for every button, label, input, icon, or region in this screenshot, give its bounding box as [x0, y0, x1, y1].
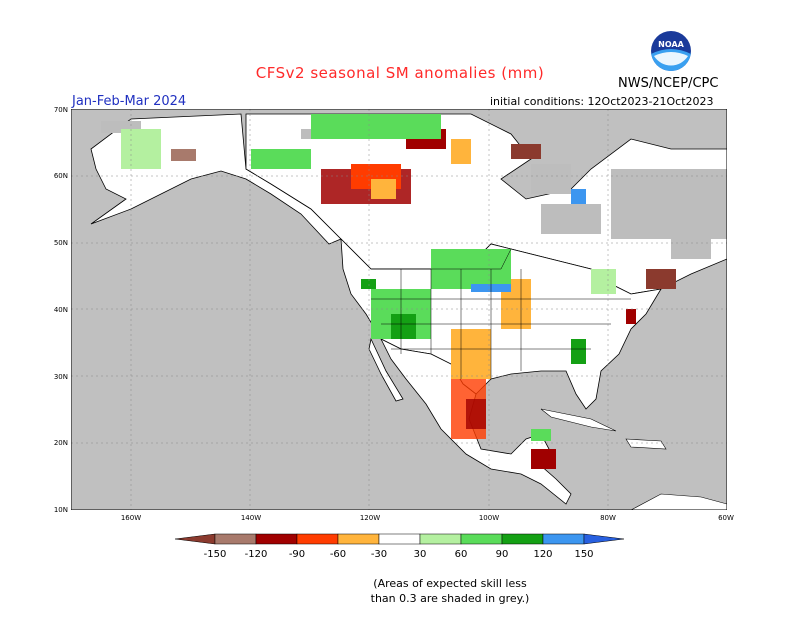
legend-label: -60 — [330, 549, 346, 560]
legend-bar — [174, 533, 625, 545]
border-lines — [371, 248, 631, 379]
legend-swatch — [542, 533, 585, 545]
noaa-logo: NOAA — [650, 30, 692, 72]
lat-label: 10N — [53, 506, 68, 514]
legend-swatch — [378, 533, 421, 545]
lon-label: 100W — [478, 514, 500, 522]
legend-swatch — [419, 533, 462, 545]
lat-label: 70N — [53, 106, 68, 114]
legend-label: -120 — [245, 549, 268, 560]
legend-swatch — [255, 533, 298, 545]
legend-arrow-left — [174, 533, 216, 545]
anomaly-map — [71, 109, 727, 510]
legend-label: 30 — [414, 549, 427, 560]
lat-label: 50N — [53, 239, 68, 247]
skill-note: (Areas of expected skill less than 0.3 a… — [300, 576, 600, 606]
legend-swatch — [501, 533, 544, 545]
lon-label: 160W — [120, 514, 142, 522]
logo-lettering: NOAA — [658, 40, 684, 49]
lat-label: 60N — [53, 172, 68, 180]
legend-swatch — [337, 533, 380, 545]
skill-note-line-1: (Areas of expected skill less — [373, 577, 527, 590]
lon-label: 120W — [359, 514, 381, 522]
legend-swatch — [214, 533, 257, 545]
legend-label: 120 — [533, 549, 552, 560]
lat-label: 30N — [53, 373, 68, 381]
lon-label: 140W — [240, 514, 262, 522]
legend-label: 60 — [455, 549, 468, 560]
lat-label: 40N — [53, 306, 68, 314]
legend-label: -30 — [371, 549, 387, 560]
lon-label: 60W — [718, 514, 734, 522]
lon-label: 80W — [600, 514, 616, 522]
map-title: CFSv2 seasonal SM anomalies (mm) — [255, 64, 545, 82]
grey-skill-patches — [101, 121, 727, 259]
negative-anomaly-cells — [171, 129, 676, 469]
color-legend: -150 -120 -90 -60 -30 30 60 90 120 150 — [174, 533, 625, 560]
legend-label: -90 — [289, 549, 305, 560]
legend-swatch — [460, 533, 503, 545]
season-label: Jan-Feb-Mar 2024 — [72, 94, 187, 109]
lat-label: 20N — [53, 439, 68, 447]
agency-label: NWS/NCEP/CPC — [618, 76, 719, 91]
initial-conditions-label: initial conditions: 12Oct2023-21Oct2023 — [490, 95, 714, 108]
legend-labels: -150 -120 -90 -60 -30 30 60 90 120 150 — [204, 549, 594, 560]
skill-note-line-2: than 0.3 are shaded in grey.) — [370, 592, 530, 605]
graticule — [71, 109, 727, 510]
legend-arrow-right — [583, 533, 625, 545]
legend-label: 150 — [574, 549, 593, 560]
legend-label: -150 — [204, 549, 227, 560]
legend-label: 90 — [496, 549, 509, 560]
legend-swatch — [296, 533, 339, 545]
